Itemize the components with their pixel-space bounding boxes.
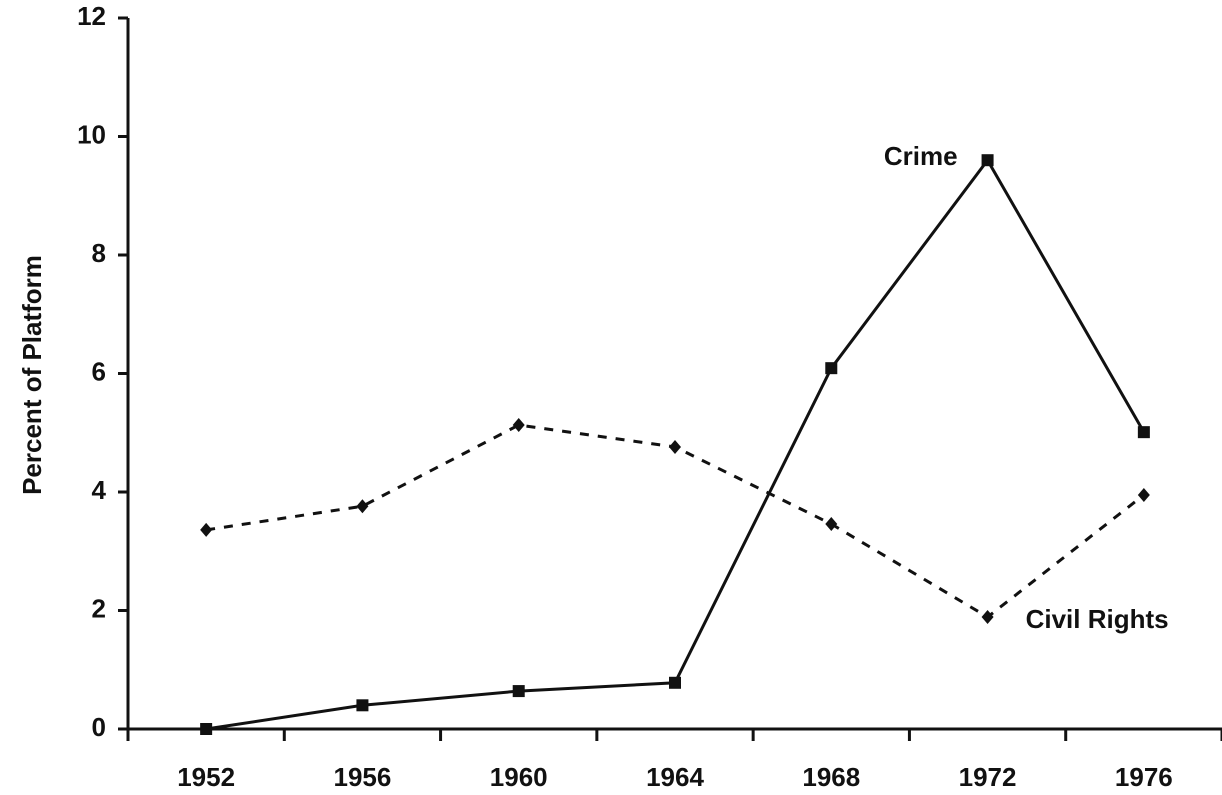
marker <box>825 362 838 375</box>
x-tick-label: 1972 <box>959 762 1017 792</box>
x-tick-label: 1952 <box>177 762 235 792</box>
marker <box>981 610 994 625</box>
y-tick-label: 12 <box>77 1 106 31</box>
marker <box>512 418 525 433</box>
x-tick-label: 1960 <box>490 762 548 792</box>
y-tick-label: 0 <box>92 712 106 742</box>
marker <box>356 699 369 712</box>
marker <box>1137 426 1150 439</box>
marker <box>825 516 838 531</box>
marker <box>200 723 213 735</box>
series-label: Crime <box>884 141 958 171</box>
y-tick-label: 6 <box>92 356 106 386</box>
marker <box>669 439 681 454</box>
y-tick-label: 2 <box>92 593 106 623</box>
y-tick-label: 8 <box>92 238 106 268</box>
x-tick-label: 1976 <box>1115 762 1173 792</box>
marker <box>512 685 525 698</box>
series-label: Civil Rights <box>1026 604 1169 634</box>
marker <box>981 154 994 167</box>
x-tick-label: 1964 <box>646 762 704 792</box>
x-tick-label: 1956 <box>334 762 392 792</box>
marker <box>669 676 681 689</box>
y-tick-label: 4 <box>92 475 107 505</box>
x-tick-label: 1968 <box>802 762 860 792</box>
marker <box>356 499 369 514</box>
y-tick-label: 10 <box>77 119 106 149</box>
y-axis-label: Percent of Platform <box>17 255 47 495</box>
marker <box>1137 487 1150 502</box>
marker <box>200 522 213 537</box>
